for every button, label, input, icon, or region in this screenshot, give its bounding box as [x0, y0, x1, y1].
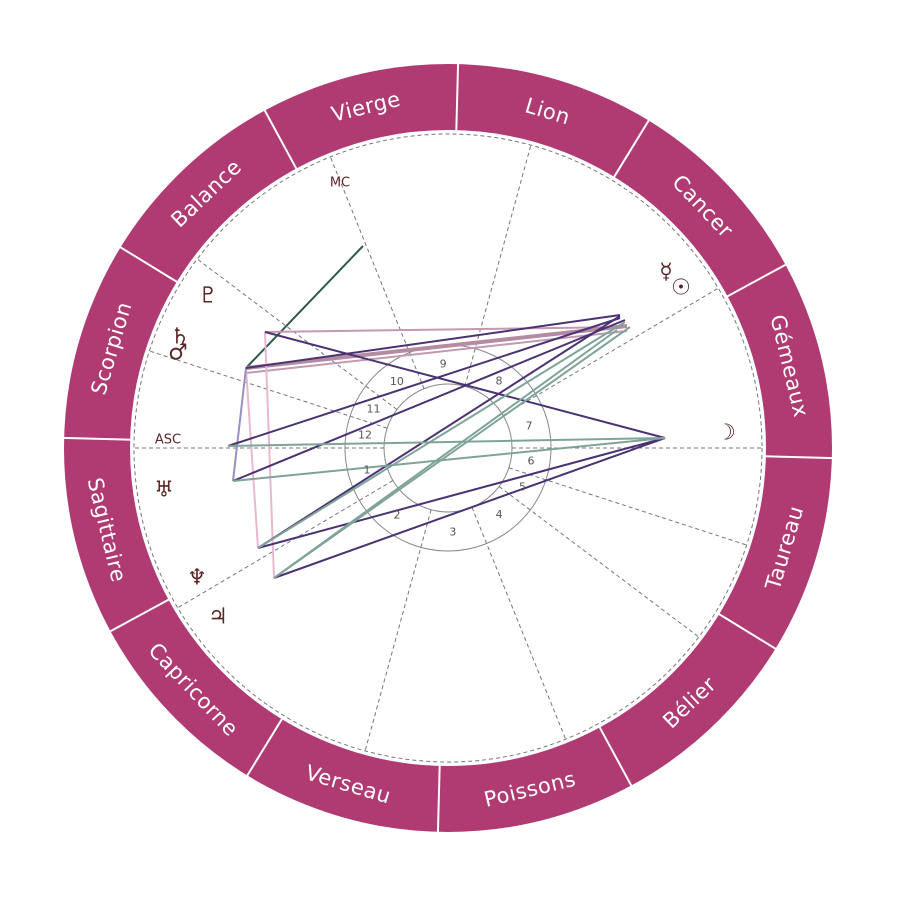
house-number: 6 [527, 455, 534, 468]
aspect-lines [227, 245, 666, 579]
house-number: 10 [390, 375, 404, 388]
aspect-line [245, 324, 628, 370]
house-number: 2 [394, 508, 401, 521]
planet-glyph: ♂ [168, 341, 188, 366]
house-cusp [471, 507, 567, 740]
aspect-line [245, 367, 259, 549]
house-cusp [196, 258, 398, 410]
planet-glyph: ♇ [198, 284, 218, 309]
house-cusp [177, 480, 394, 609]
mc-label: MC [330, 176, 350, 191]
inner-circle [133, 133, 763, 763]
house-number: 5 [519, 480, 526, 493]
planet-glyph: ☽ [716, 421, 736, 446]
aspect-line [273, 437, 666, 579]
aspect-line [232, 367, 247, 482]
house-number: 7 [526, 419, 533, 432]
house-number: 11 [366, 403, 380, 416]
zodiac-ring [64, 64, 832, 832]
sign-divider [725, 262, 788, 299]
sign-divider [455, 62, 460, 133]
planet-glyph: ♃ [208, 605, 228, 630]
sign-divider [245, 716, 284, 778]
aspect-line [227, 437, 666, 447]
house-number: 4 [496, 508, 503, 521]
aspect-line [257, 321, 626, 549]
aspect-line [257, 315, 621, 549]
sign-divider [716, 612, 778, 651]
planet-glyph: ♅ [154, 478, 174, 503]
planet-glyph: ♆ [187, 566, 207, 591]
asc-label: ASC [155, 433, 181, 448]
sign-divider [262, 108, 299, 171]
house-number: 3 [449, 525, 456, 538]
house-number: 9 [440, 358, 447, 371]
sign-divider [612, 118, 651, 180]
planet-glyph: ☿ [659, 260, 673, 285]
aspect-line [245, 314, 621, 369]
house-number: 8 [495, 375, 502, 388]
house-cusp [498, 486, 700, 638]
aspect-line [232, 437, 666, 482]
house-cusp [508, 467, 747, 546]
aspect-line [264, 326, 628, 333]
sign-divider [108, 597, 171, 634]
sign-divider [763, 455, 834, 460]
planet-glyph: ☉ [671, 276, 691, 301]
sign-divider [62, 436, 133, 441]
aspect-line [227, 317, 621, 447]
house-cusp [502, 287, 719, 416]
aspect-line [257, 437, 666, 549]
house-cusp [364, 509, 432, 752]
aspect-line [245, 330, 628, 374]
aspect-line [264, 331, 275, 579]
aspect-line [273, 329, 618, 579]
planet-glyph: ♄ [170, 325, 190, 350]
house-number: 12 [358, 428, 372, 441]
aspect-line [245, 245, 364, 369]
aspect-line [232, 319, 626, 482]
sign-divider [118, 245, 180, 284]
sign-divider [436, 763, 441, 834]
sign-divider [597, 725, 634, 788]
house-number: 1 [363, 464, 370, 477]
